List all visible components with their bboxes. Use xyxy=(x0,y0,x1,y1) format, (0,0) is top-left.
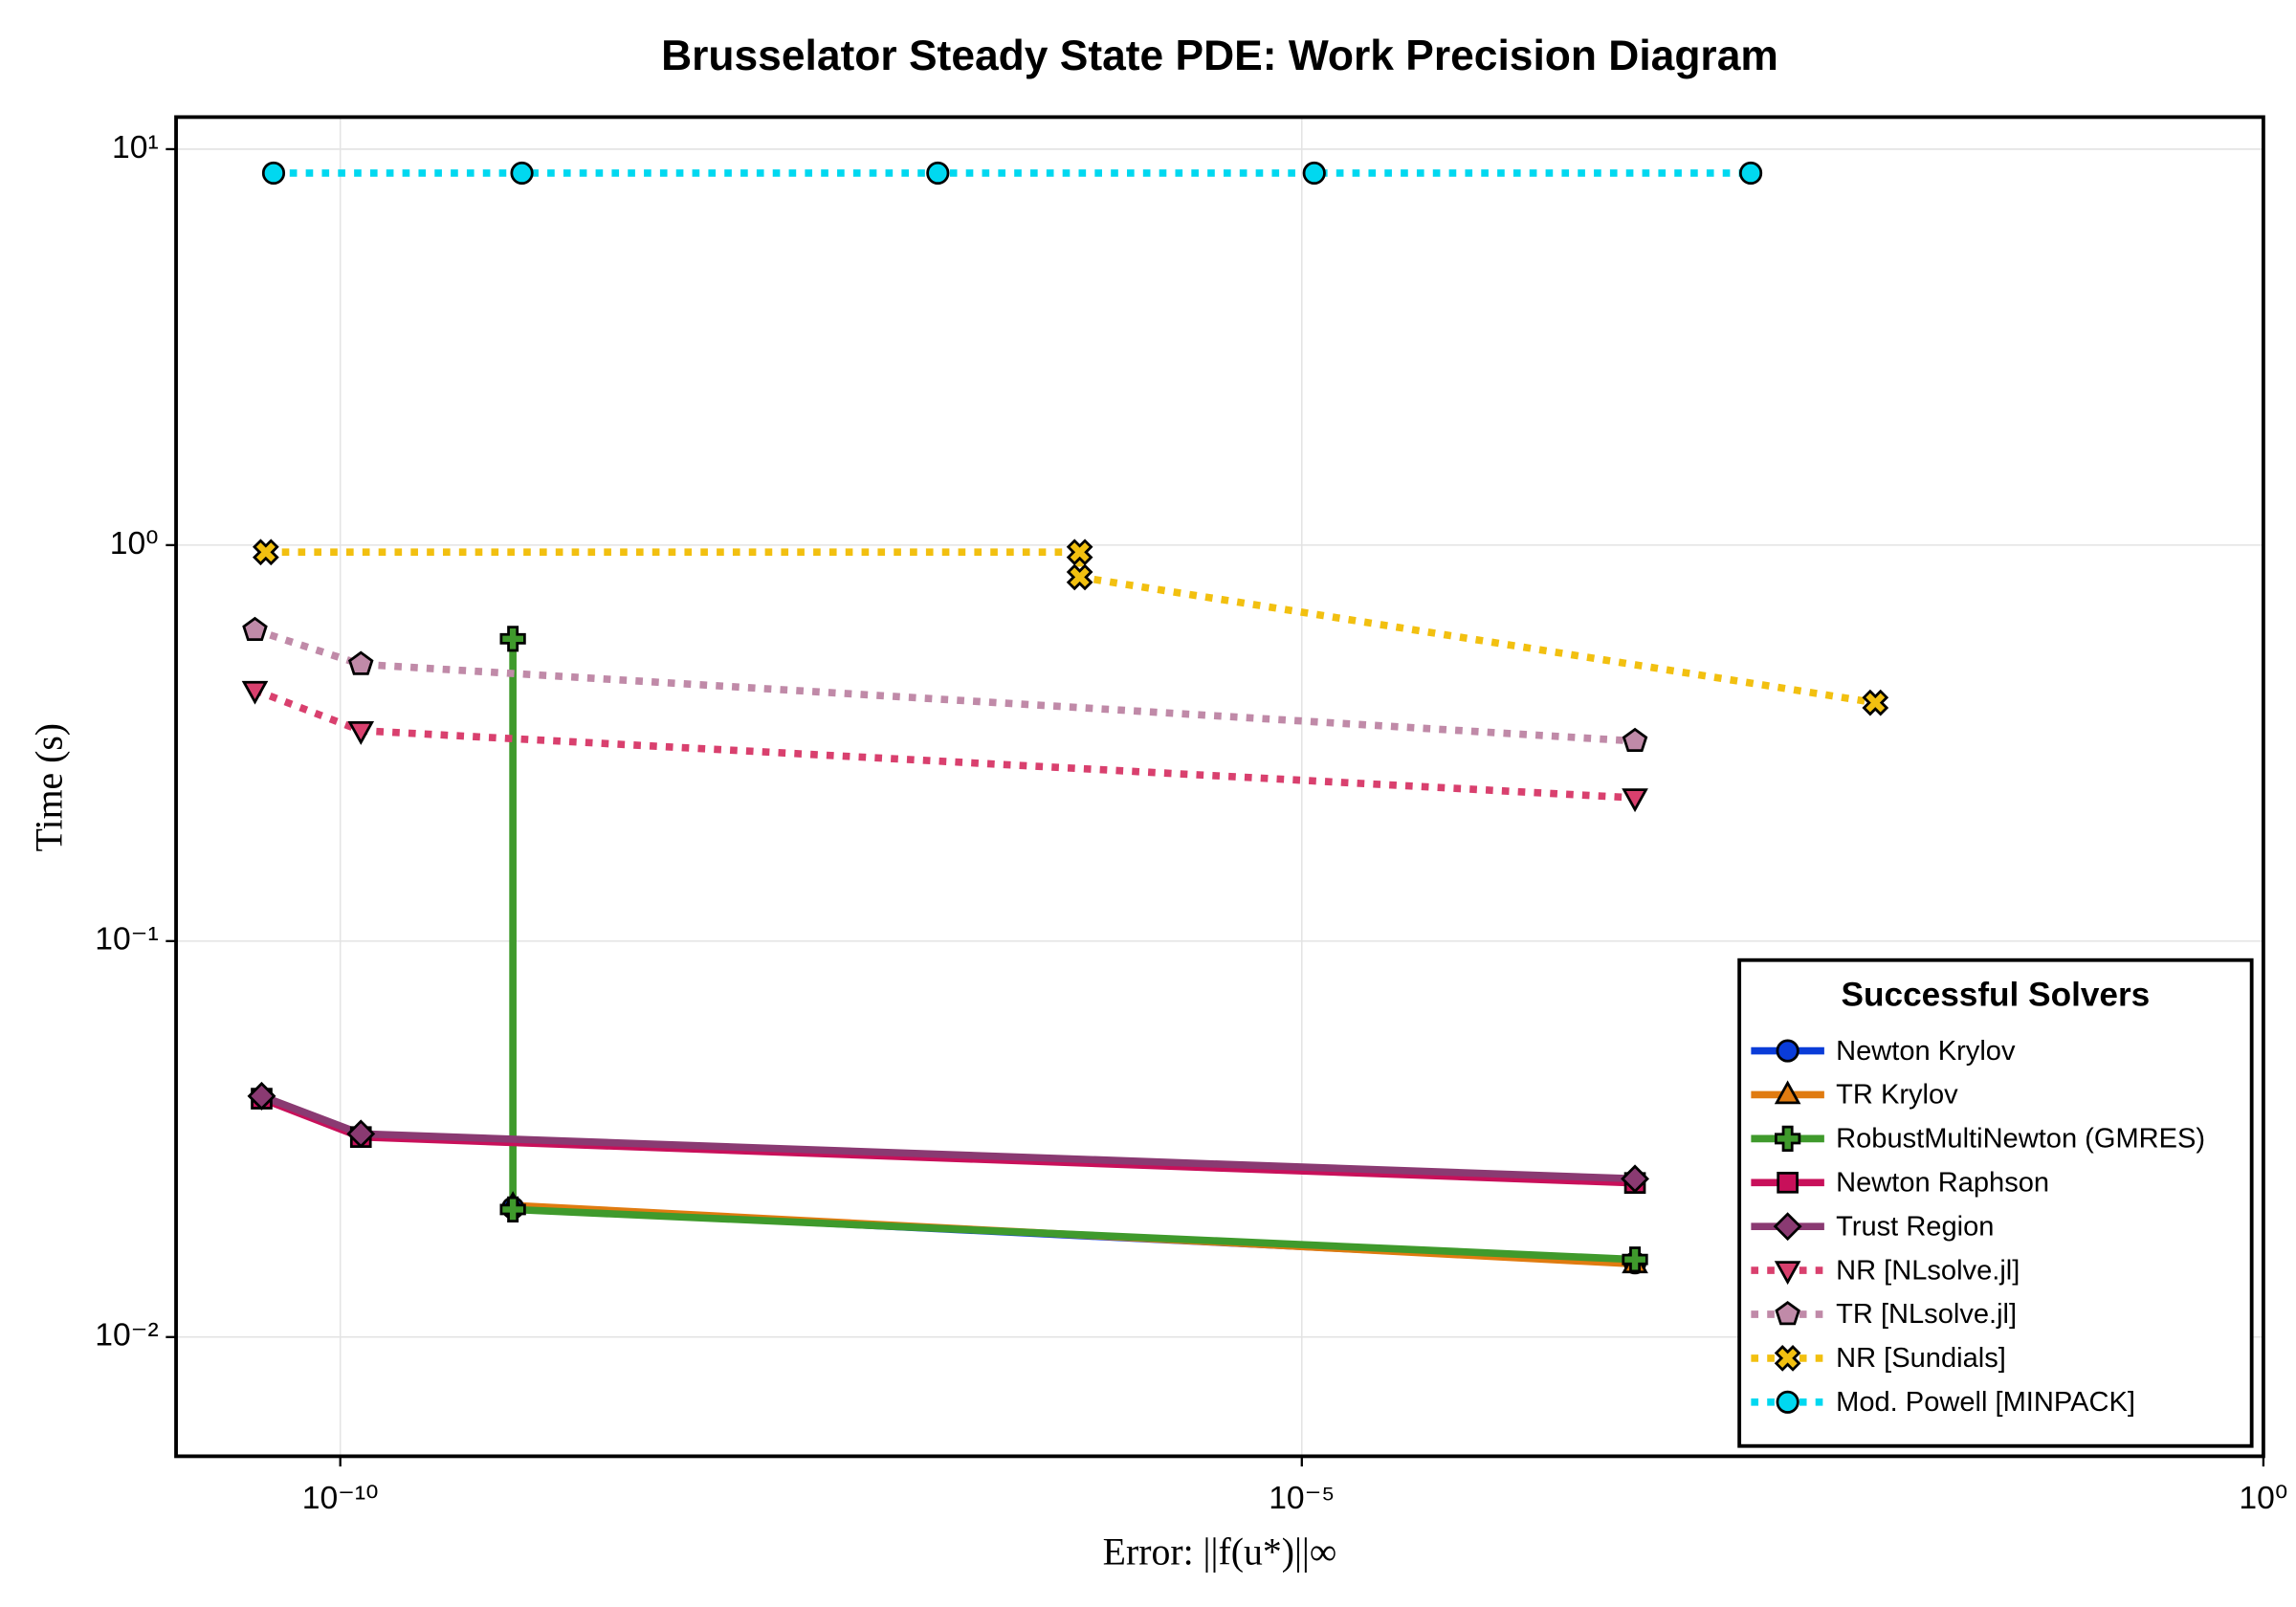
plot-frame xyxy=(174,115,2265,1459)
marker xyxy=(499,1196,526,1223)
marker xyxy=(261,161,286,185)
marker xyxy=(253,539,279,566)
marker xyxy=(347,650,374,675)
marker xyxy=(1622,1246,1648,1273)
legend-marker xyxy=(1776,1390,1799,1414)
series-line xyxy=(254,627,1636,745)
legend-label: TR [NLsolve.jl] xyxy=(1836,1299,2017,1330)
marker xyxy=(241,680,269,705)
legend-marker xyxy=(1774,1345,1801,1372)
chart-title: Brusselator Steady State PDE: Work Preci… xyxy=(661,33,1778,79)
y-tick-label: 10⁰ xyxy=(110,526,159,561)
marker xyxy=(247,1081,276,1111)
marker xyxy=(1066,563,1093,591)
legend-label: Trust Region xyxy=(1836,1211,1994,1242)
legend-marker xyxy=(1775,1301,1800,1326)
legend-marker xyxy=(1774,1080,1801,1105)
x-tick-label: 10⁰ xyxy=(2239,1481,2287,1516)
marker xyxy=(510,161,534,185)
legend-label: TR Krylov xyxy=(1836,1080,1958,1111)
legend-label: NR [Sundials] xyxy=(1836,1343,2006,1374)
marker xyxy=(346,1119,376,1149)
x-axis-label: Error: ||f(u*)||∞ xyxy=(1103,1531,1337,1574)
legend-title: Successful Solvers xyxy=(1842,976,2151,1013)
legend-marker xyxy=(1776,1039,1799,1063)
marker xyxy=(1621,1164,1649,1194)
legend-marker xyxy=(1773,1212,1802,1242)
x-tick-label: 10⁻¹⁰ xyxy=(302,1481,379,1516)
marker xyxy=(347,721,375,745)
legend-label: NR [NLsolve.jl] xyxy=(1836,1255,2020,1286)
y-tick-label: 10¹ xyxy=(112,130,159,165)
legend-label: RobustMultiNewton (GMRES) xyxy=(1836,1124,2205,1155)
y-tick-label: 10⁻² xyxy=(95,1318,158,1354)
series-line xyxy=(265,548,1876,707)
series-line xyxy=(254,687,1636,802)
legend: Successful Solvers Newton Krylov TR Krylov… xyxy=(1737,958,2254,1448)
legend-label: Mod. Powell [MINPACK] xyxy=(1836,1387,2135,1418)
legend-box xyxy=(1737,958,2254,1448)
y-axis-label: Time (s) xyxy=(29,723,71,851)
marker xyxy=(1622,788,1648,813)
x-tick-label: 10⁻⁵ xyxy=(1269,1481,1335,1516)
marker xyxy=(926,161,950,185)
marker xyxy=(1302,161,1326,185)
legend-label: Newton Krylov xyxy=(1836,1036,2016,1067)
marker xyxy=(1066,539,1093,566)
legend-marker xyxy=(1777,1171,1799,1194)
legend-marker xyxy=(1775,1125,1801,1152)
legend-marker xyxy=(1774,1261,1801,1286)
series-line xyxy=(260,1092,1636,1183)
marker xyxy=(499,626,526,652)
marker xyxy=(242,616,268,642)
marker xyxy=(1622,727,1648,753)
marker xyxy=(1862,689,1889,716)
marker xyxy=(1738,161,1763,185)
legend-label: Newton Raphson xyxy=(1836,1167,2049,1198)
y-tick-label: 10⁻¹ xyxy=(95,922,158,958)
